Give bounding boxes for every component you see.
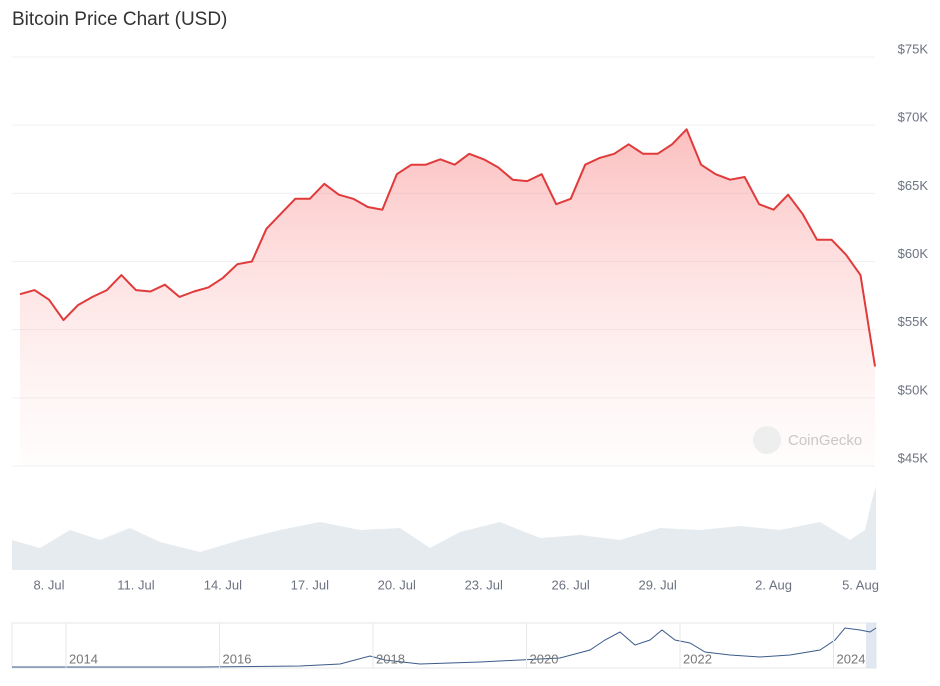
volume-area [12,486,876,570]
y-tick-label: $50K [898,382,929,397]
x-tick-label: 20. Jul [378,577,416,592]
y-tick-label: $65K [898,178,929,193]
navigator-line [12,627,877,668]
watermark-text: CoinGecko [788,432,862,449]
navigator-label: 2018 [376,651,405,666]
x-tick-label: 17. Jul [291,577,329,592]
watermark: CoinGecko [753,426,862,454]
x-tick-label: 26. Jul [552,577,590,592]
y-tick-label: $75K [898,41,929,56]
navigator-label: 2016 [223,651,252,666]
navigator-label: 2014 [69,651,98,666]
y-tick-label: $45K [898,450,929,465]
price-area [20,129,875,467]
watermark-logo [753,426,781,454]
price-line [19,128,876,367]
x-tick-label: 23. Jul [465,577,503,592]
y-tick-label: $70K [898,110,929,125]
x-tick-label: 2. Aug [755,577,792,592]
x-tick-label: 29. Jul [638,577,676,592]
chart-title: Bitcoin Price Chart (USD) [12,9,227,30]
navigator-labels: 2014 2016 2018 2020 2022 2024 [65,623,866,668]
plot: 8. Jul 11. Jul 14. Jul 17. Jul 20. Jul 23. Ju… [19,128,879,592]
navigator-label: 2024 [837,651,866,666]
x-tick-label: 8. Jul [33,577,64,592]
navigator-frame [11,622,877,669]
x-tick-label: 5. Aug [842,577,879,592]
navigator: 2014 2016 2018 2020 2022 2024 [11,622,877,669]
x-tick-label: 11. Jul [117,577,154,592]
x-tick-label: 14. Jul [204,577,242,592]
navigator-label: 2022 [683,651,712,666]
y-tick-label: $60K [898,246,929,261]
navigator-label: 2020 [530,651,559,666]
y-tick-label: $55K [898,314,929,329]
navigator-window [866,623,876,668]
